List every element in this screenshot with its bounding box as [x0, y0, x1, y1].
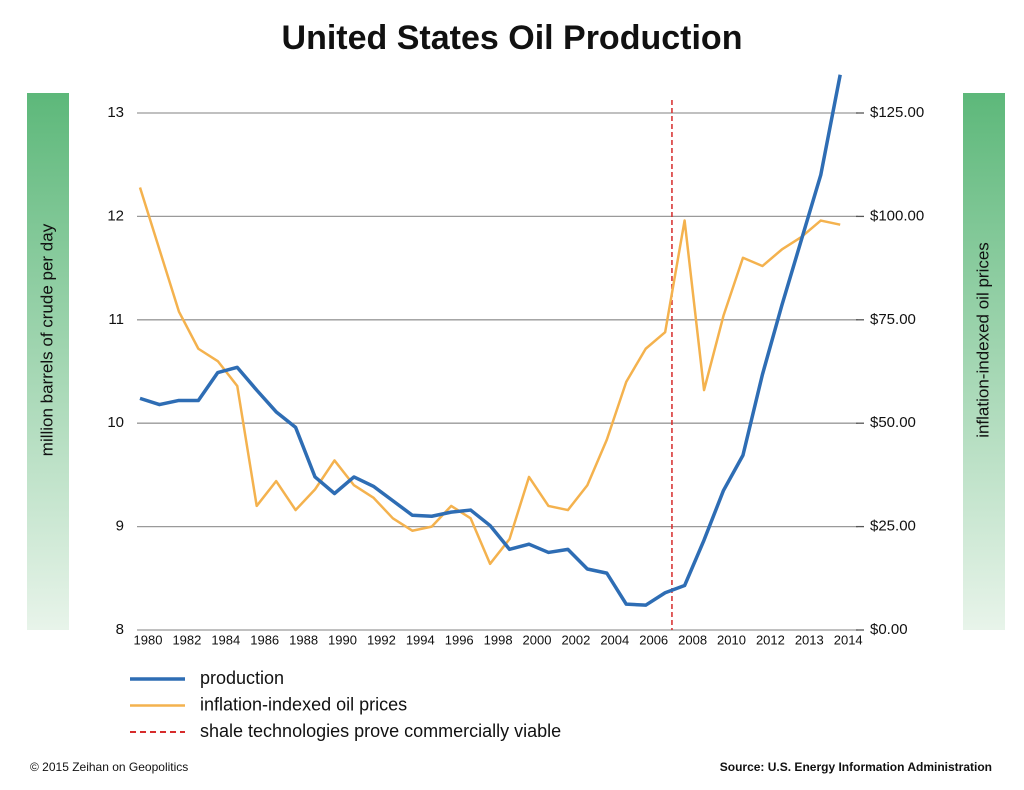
- x-tick-label: 1992: [367, 632, 396, 647]
- footer-right: Source: U.S. Energy Information Administ…: [720, 760, 992, 774]
- y-tick-label: 12: [107, 207, 124, 224]
- right-axis-band: [963, 93, 1005, 630]
- y-axis-label: million barrels of crude per day: [37, 223, 56, 456]
- legend-label: shale technologies prove commercially vi…: [200, 721, 561, 741]
- series-line: [138, 187, 841, 566]
- x-tick-label: 2012: [756, 632, 785, 647]
- y2-tick-label: $75.00: [870, 311, 916, 328]
- footer-left: © 2015 Zeihan on Geopolitics: [30, 760, 188, 774]
- y-tick-label: 9: [116, 518, 124, 535]
- y2-tick-label: $0.00: [870, 621, 908, 638]
- y2-tick-label: $50.00: [870, 414, 916, 431]
- x-tick-label: 2010: [717, 632, 746, 647]
- x-tick-label: 2014: [834, 632, 863, 647]
- x-tick-label: 1980: [134, 632, 163, 647]
- x-tick-label: 1986: [250, 632, 279, 647]
- y-tick-label: 13: [107, 104, 124, 121]
- x-tick-label: 1982: [172, 632, 201, 647]
- x-tick-label: 2004: [600, 632, 629, 647]
- x-tick-label: 1994: [406, 632, 435, 647]
- y2-tick-label: $100.00: [870, 207, 924, 224]
- y2-axis-label: inflation-indexed oil prices: [973, 242, 992, 438]
- y-tick-label: 8: [116, 621, 124, 638]
- legend-label: production: [200, 668, 284, 688]
- legend-label: inflation-indexed oil prices: [200, 694, 407, 714]
- y-tick-label: 11: [108, 311, 124, 328]
- x-tick-label: 1988: [289, 632, 318, 647]
- x-tick-label: 1996: [445, 632, 474, 647]
- x-tick-label: 1998: [484, 632, 513, 647]
- series-line: [139, 74, 842, 607]
- y2-tick-label: $25.00: [870, 518, 916, 535]
- y-tick-label: 10: [107, 414, 124, 431]
- left-axis-band: [27, 93, 69, 630]
- x-tick-label: 1990: [328, 632, 357, 647]
- x-tick-label: 2000: [523, 632, 552, 647]
- x-tick-label: 2008: [678, 632, 707, 647]
- x-tick-label: 2013: [795, 632, 824, 647]
- x-tick-label: 2002: [561, 632, 590, 647]
- y2-tick-label: $125.00: [870, 104, 924, 121]
- chart-title: United States Oil Production: [282, 19, 743, 57]
- x-tick-label: 1984: [211, 632, 240, 647]
- x-tick-label: 2006: [639, 632, 668, 647]
